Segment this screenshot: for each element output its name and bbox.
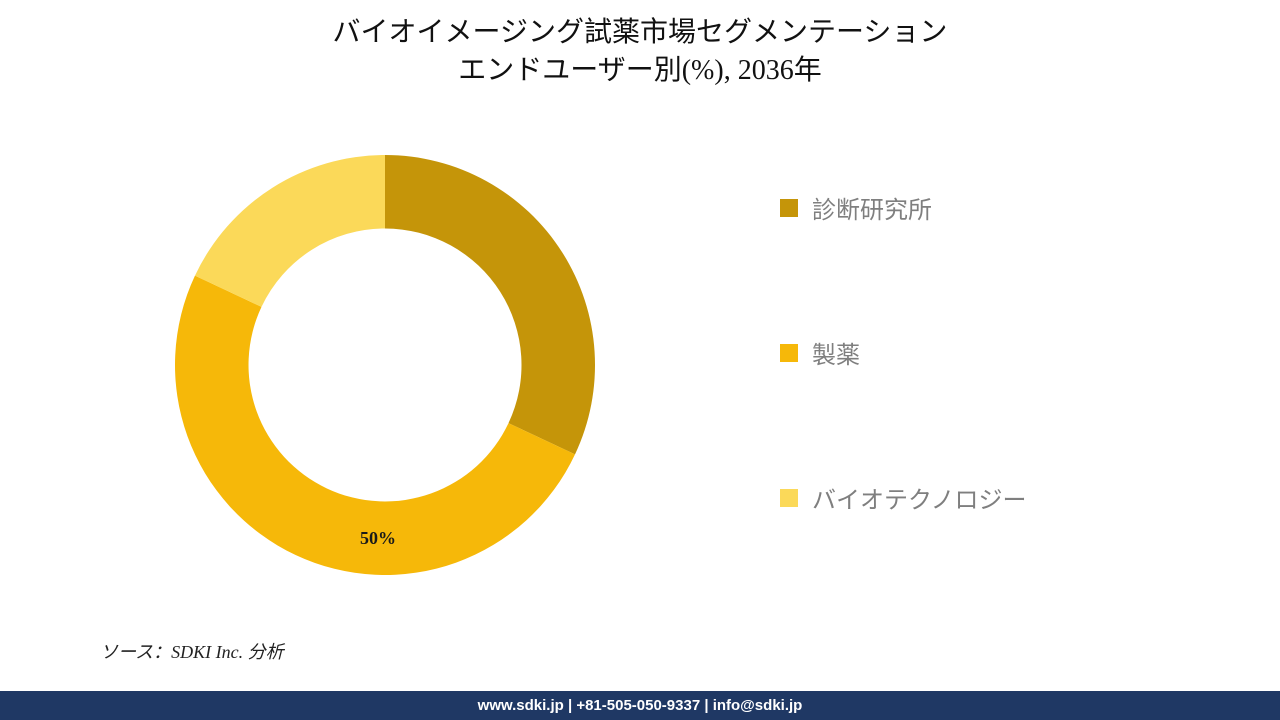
donut-svg xyxy=(160,140,610,590)
legend-label-1: 製薬 xyxy=(812,335,860,370)
legend-label-2: バイオテクノロジー xyxy=(812,480,1027,515)
legend: 診断研究所 製薬 バイオテクノロジー xyxy=(780,190,1240,515)
donut-slice xyxy=(385,155,595,454)
slice-value-label: 50% xyxy=(360,528,396,549)
legend-item-0: 診断研究所 xyxy=(780,190,1240,225)
page-title: バイオイメージング試薬市場セグメンテーション エンドユーザー別(%), 2036… xyxy=(0,14,1280,90)
donut-chart: 50% xyxy=(160,140,610,590)
donut-slice xyxy=(195,155,385,307)
page-root: バイオイメージング試薬市場セグメンテーション エンドユーザー別(%), 2036… xyxy=(0,0,1280,720)
legend-item-1: 製薬 xyxy=(780,335,1240,370)
title-line-1: バイオイメージング試薬市場セグメンテーション xyxy=(0,14,1280,52)
legend-swatch-0 xyxy=(780,199,798,217)
legend-item-2: バイオテクノロジー xyxy=(780,480,1240,515)
footer-text: www.sdki.jp | +81-505-050-9337 | info@sd… xyxy=(478,697,803,714)
legend-label-0: 診断研究所 xyxy=(812,190,932,225)
source-text: ソース：SDKI Inc. 分析 xyxy=(100,638,284,664)
legend-swatch-2 xyxy=(780,489,798,507)
legend-swatch-1 xyxy=(780,344,798,362)
footer-bar: www.sdki.jp | +81-505-050-9337 | info@sd… xyxy=(0,691,1280,720)
title-line-2: エンドユーザー別(%), 2036年 xyxy=(0,52,1280,90)
